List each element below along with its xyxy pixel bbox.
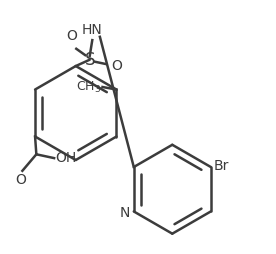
Text: Br: Br [213, 159, 229, 173]
Text: OH: OH [55, 151, 77, 165]
Text: O: O [111, 59, 122, 73]
Text: O: O [67, 29, 77, 43]
Text: N: N [120, 206, 130, 220]
Text: S: S [84, 51, 95, 69]
Text: HN: HN [82, 23, 103, 37]
Text: O: O [16, 173, 26, 187]
Text: CH$_3$: CH$_3$ [76, 80, 101, 94]
